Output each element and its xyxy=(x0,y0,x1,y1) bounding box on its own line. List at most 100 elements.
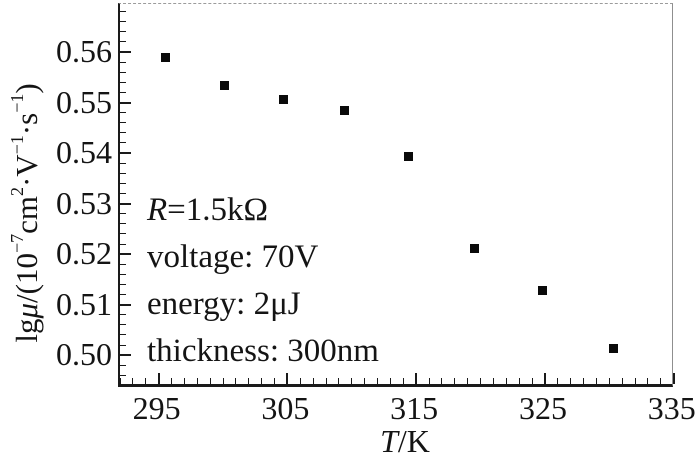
y-minor-tick xyxy=(120,182,126,184)
y-major-tick xyxy=(120,253,131,256)
data-point-marker xyxy=(160,52,170,62)
x-minor-tick xyxy=(209,378,211,384)
x-minor-tick xyxy=(377,378,379,384)
x-minor-tick xyxy=(634,378,636,384)
x-axis-title: T/K xyxy=(380,423,430,457)
y-major-tick xyxy=(120,51,131,53)
y-minor-tick xyxy=(120,132,126,134)
y-minor-tick xyxy=(120,71,126,73)
y-minor-tick xyxy=(120,324,126,326)
x-minor-tick xyxy=(196,378,198,384)
y-minor-tick xyxy=(120,374,126,376)
x-minor-tick xyxy=(222,378,224,384)
x-major-tick xyxy=(286,373,289,384)
y-tick-label: 0.52 xyxy=(56,235,112,272)
data-point-marker xyxy=(469,244,479,254)
x-minor-tick xyxy=(428,378,430,384)
x-tick-label: 325 xyxy=(518,390,567,426)
y-minor-tick xyxy=(120,213,126,215)
y-minor-tick xyxy=(120,344,126,346)
y-tick-label: 0.55 xyxy=(56,83,112,120)
x-minor-tick xyxy=(183,378,185,384)
y-minor-tick xyxy=(120,142,126,144)
y-minor-tick xyxy=(120,334,126,336)
y-minor-tick xyxy=(120,233,126,235)
y-minor-tick xyxy=(120,192,126,194)
data-point-marker xyxy=(279,94,289,104)
y-major-tick xyxy=(120,303,131,306)
y-minor-tick xyxy=(120,263,126,265)
x-minor-tick xyxy=(583,378,585,384)
y-major-tick xyxy=(120,152,131,155)
annotation-line: R=1.5kΩ xyxy=(147,192,269,228)
x-minor-tick xyxy=(261,378,263,384)
y-minor-tick xyxy=(120,223,126,225)
data-point-marker xyxy=(403,151,413,161)
y-minor-tick xyxy=(120,112,126,114)
annotation-line: voltage: 70V xyxy=(147,239,319,275)
x-minor-tick xyxy=(480,378,482,384)
x-tick-label: 315 xyxy=(390,390,439,426)
x-major-tick xyxy=(157,373,160,384)
x-minor-tick xyxy=(505,378,507,384)
x-minor-tick xyxy=(467,378,469,384)
x-minor-tick xyxy=(647,378,649,384)
x-tick-label: 295 xyxy=(132,390,181,426)
x-minor-tick xyxy=(402,378,404,384)
y-minor-tick xyxy=(120,283,126,285)
x-minor-tick xyxy=(312,378,314,384)
y-major-tick xyxy=(120,202,131,205)
x-minor-tick xyxy=(119,378,121,384)
x-minor-tick xyxy=(660,378,662,384)
x-minor-tick xyxy=(235,378,237,384)
y-tick-label: 0.51 xyxy=(56,285,112,322)
y-major-tick xyxy=(120,354,131,357)
y-minor-tick xyxy=(120,384,126,386)
y-minor-tick xyxy=(120,172,126,174)
y-tick-label: 0.53 xyxy=(56,184,112,221)
x-tick-label: 305 xyxy=(261,390,310,426)
x-minor-tick xyxy=(248,378,250,384)
x-minor-tick xyxy=(518,378,520,384)
x-minor-tick xyxy=(608,378,610,384)
x-minor-tick xyxy=(441,378,443,384)
y-minor-tick xyxy=(120,11,126,13)
y-tick-label: 0.54 xyxy=(56,134,112,171)
x-minor-tick xyxy=(570,378,572,384)
x-minor-tick xyxy=(171,378,172,384)
y-tick-label: 0.56 xyxy=(56,33,112,69)
y-major-tick xyxy=(120,101,131,104)
annotation-line: thickness: 300nm xyxy=(147,333,379,369)
annotation-line: energy: 2μJ xyxy=(147,286,301,322)
y-minor-tick xyxy=(120,273,126,275)
x-minor-tick xyxy=(621,378,623,384)
y-minor-tick xyxy=(120,294,126,296)
x-minor-tick xyxy=(338,378,340,384)
y-minor-tick xyxy=(120,364,126,366)
x-minor-tick xyxy=(132,378,134,384)
x-minor-tick xyxy=(531,378,533,384)
x-major-tick xyxy=(543,373,546,384)
y-minor-tick xyxy=(120,61,126,63)
y-minor-tick xyxy=(120,81,126,83)
plot-area xyxy=(118,3,675,387)
y-minor-tick xyxy=(120,122,126,124)
data-point-marker xyxy=(339,106,349,116)
y-minor-tick xyxy=(120,41,126,43)
data-point-marker xyxy=(537,286,547,296)
x-minor-tick xyxy=(454,378,456,384)
annotation-block: R=1.5kΩ voltage: 70V energy: 2μJ thickness:… xyxy=(147,187,379,375)
y-minor-tick xyxy=(120,21,126,23)
data-point-marker xyxy=(219,81,229,91)
x-minor-tick xyxy=(364,378,366,384)
y-tick-label: 0.50 xyxy=(56,336,112,373)
y-minor-tick xyxy=(120,314,126,316)
x-major-tick xyxy=(415,373,418,384)
x-minor-tick xyxy=(299,378,301,384)
x-minor-tick xyxy=(274,378,276,384)
x-minor-tick xyxy=(145,378,147,384)
x-tick-label: 335 xyxy=(647,390,696,426)
x-minor-tick xyxy=(389,378,391,384)
y-minor-tick xyxy=(120,162,126,164)
